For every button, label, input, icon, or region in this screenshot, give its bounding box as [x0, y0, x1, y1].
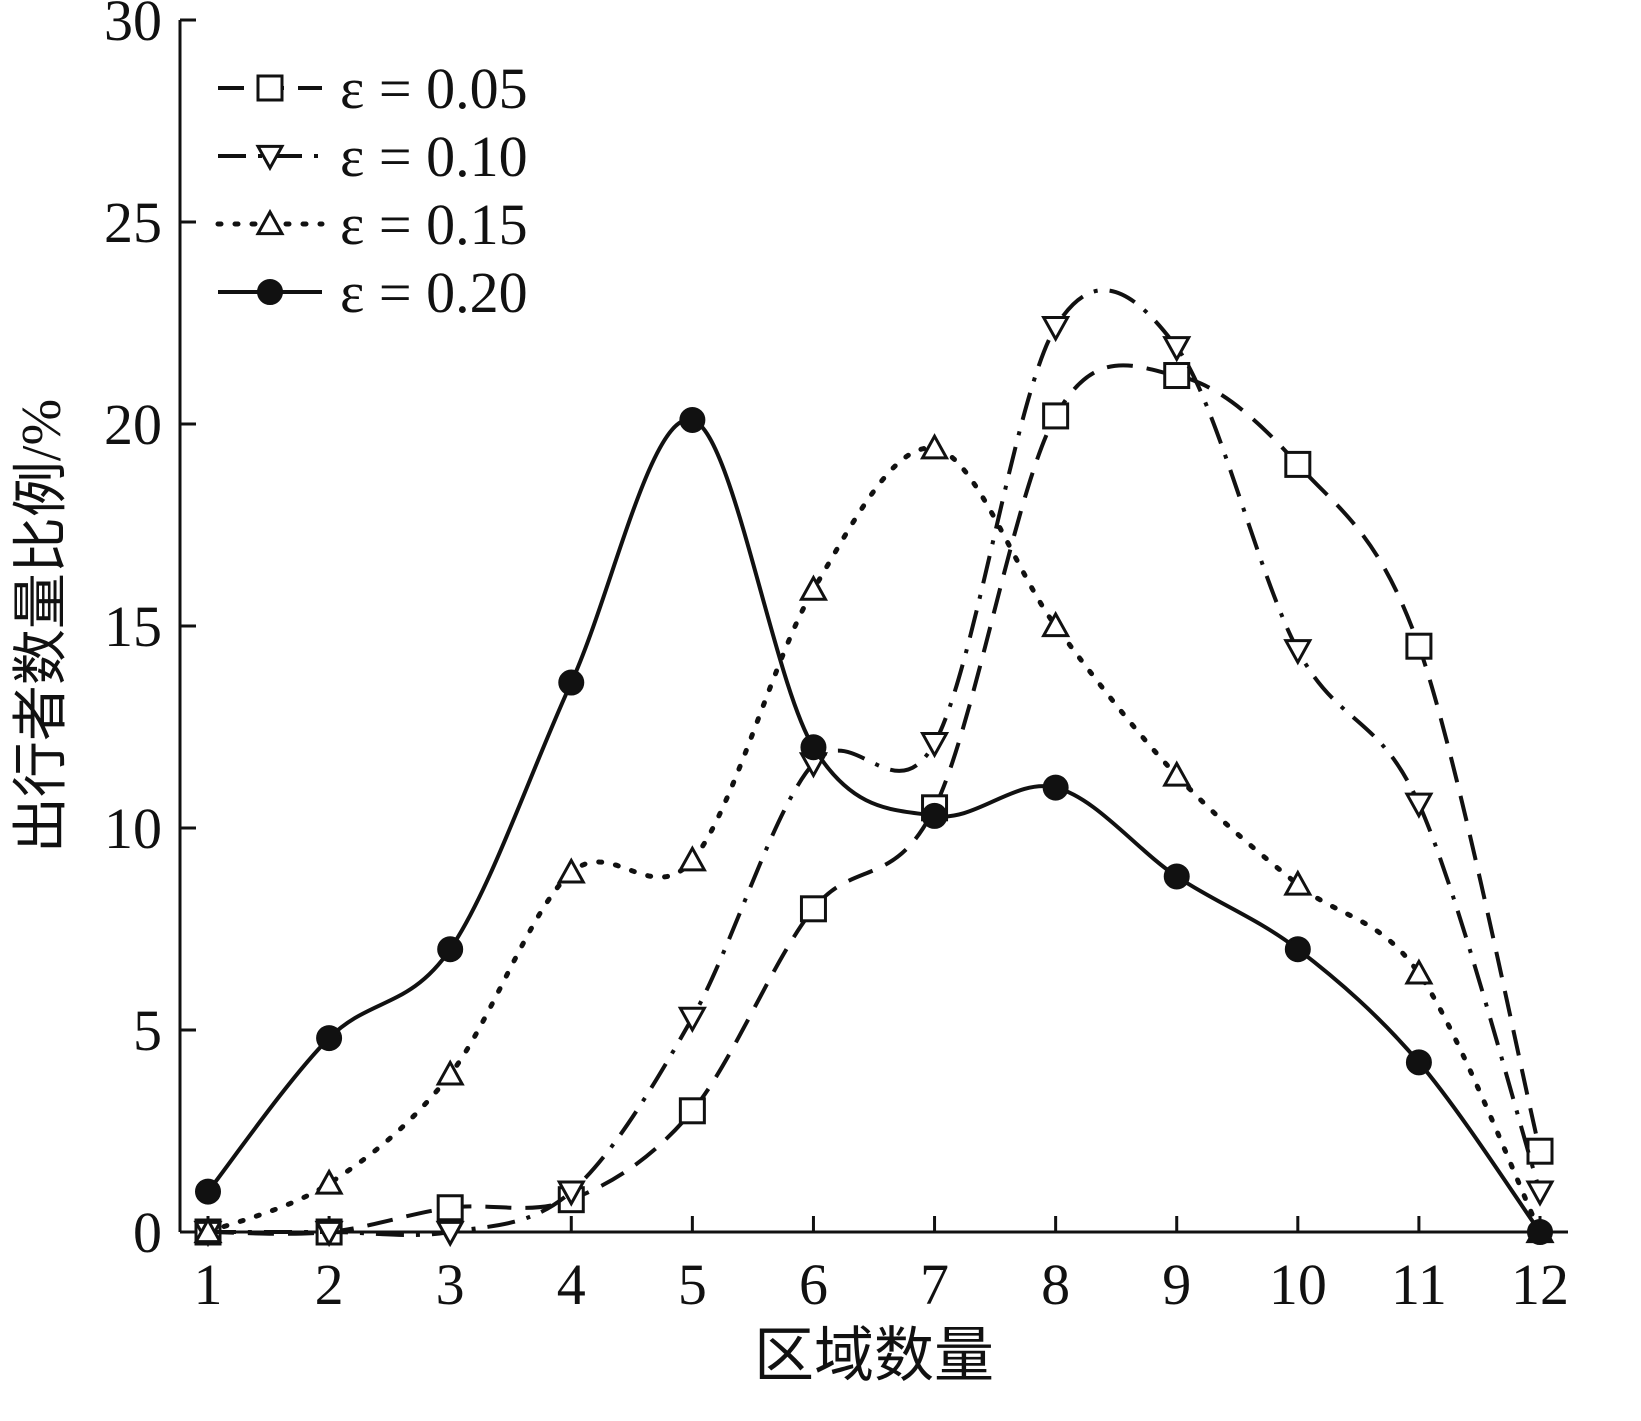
x-tick-label: 12 [1511, 1252, 1569, 1317]
data-point-triangle-up [919, 433, 950, 460]
data-point-square [1405, 632, 1433, 660]
x-tick-label: 4 [557, 1252, 586, 1317]
data-point-triangle-up [1041, 610, 1071, 638]
data-point-circle [437, 936, 464, 963]
data-point-square [436, 1194, 464, 1222]
data-point-triangle-down [556, 1180, 586, 1207]
data-point-circle [800, 734, 827, 761]
series-3 [193, 433, 1555, 1244]
data-point-triangle-up [798, 574, 829, 601]
x-tick-label: 7 [920, 1252, 949, 1317]
y-tick-label: 20 [104, 392, 162, 457]
legend-item: ε = 0.15 [215, 192, 528, 257]
data-point-circle [1405, 1049, 1432, 1076]
x-tick-label: 1 [194, 1252, 223, 1317]
legend-label: ε = 0.05 [340, 56, 528, 121]
legend-label: ε = 0.15 [340, 192, 528, 257]
data-point-triangle-down [1283, 639, 1313, 666]
y-tick-label: 30 [104, 0, 162, 53]
data-point-triangle-up [314, 1168, 344, 1195]
data-point-triangle-down [1404, 792, 1434, 819]
data-point-triangle-down [435, 1220, 465, 1248]
data-point-square [1163, 362, 1191, 390]
y-axis-title: 出行者数量比例/% [11, 399, 73, 853]
data-point-triangle-down [314, 1220, 344, 1248]
x-tick-label: 6 [799, 1252, 828, 1317]
data-point-triangle-down [919, 732, 950, 759]
x-tick-label: 2 [315, 1252, 344, 1317]
data-point-triangle-down [255, 144, 285, 172]
x-tick-label: 11 [1391, 1252, 1447, 1317]
x-tick-label: 8 [1041, 1252, 1070, 1317]
data-point-circle [257, 279, 283, 305]
y-tick-label: 5 [133, 998, 162, 1063]
data-point-square [1526, 1137, 1554, 1165]
data-point-triangle-down [677, 1006, 707, 1033]
legend-label: ε = 0.20 [340, 260, 528, 325]
y-tick-label: 25 [104, 190, 162, 255]
x-tick-label: 3 [436, 1252, 465, 1317]
legend-label: ε = 0.10 [340, 124, 528, 189]
data-point-triangle-up [435, 1059, 465, 1086]
data-point-circle [921, 802, 948, 829]
data-point-triangle-down [1162, 336, 1192, 363]
data-point-circle [558, 669, 585, 696]
data-point-circle [316, 1025, 343, 1052]
data-point-triangle-down [1525, 1180, 1555, 1207]
data-point-square [256, 74, 284, 102]
x-tick-label: 10 [1269, 1252, 1327, 1317]
data-point-triangle-up [255, 208, 285, 236]
data-point-triangle-down [1041, 315, 1071, 343]
data-point-triangle-up [1162, 760, 1192, 787]
y-tick-label: 15 [104, 594, 162, 659]
data-point-triangle-up [677, 845, 707, 872]
data-point-square [1284, 450, 1312, 478]
series-line [205, 445, 1543, 1235]
data-point-square [1042, 402, 1070, 430]
x-tick-label: 5 [678, 1252, 707, 1317]
data-point-triangle-up [556, 857, 586, 884]
data-point-circle [1042, 774, 1069, 801]
series-group [193, 288, 1555, 1248]
legend-item: ε = 0.20 [218, 260, 528, 325]
data-point-triangle-up [193, 1216, 223, 1244]
y-tick-label: 0 [133, 1200, 162, 1265]
series-2 [193, 288, 1555, 1248]
data-point-circle [1284, 936, 1311, 963]
data-point-circle [1163, 863, 1190, 890]
data-point-circle [1527, 1219, 1553, 1245]
data-point-circle [195, 1178, 221, 1205]
series-4 [195, 406, 1553, 1245]
data-point-square [799, 895, 827, 923]
data-point-circle [679, 406, 706, 433]
series-line [207, 363, 1542, 1236]
legend-item: ε = 0.10 [218, 124, 528, 189]
legend-item: ε = 0.05 [218, 56, 528, 121]
series-line [206, 417, 1542, 1234]
data-point-square [678, 1097, 706, 1125]
x-axis-title: 区域数量 [754, 1323, 994, 1389]
y-tick-label: 10 [104, 796, 162, 861]
data-point-triangle-up [1283, 869, 1313, 896]
data-point-triangle-up [1404, 958, 1434, 985]
x-tick-label: 9 [1162, 1252, 1191, 1317]
series-line [207, 288, 1542, 1237]
legend: ε = 0.05ε = 0.10ε = 0.15ε = 0.20 [215, 56, 528, 325]
